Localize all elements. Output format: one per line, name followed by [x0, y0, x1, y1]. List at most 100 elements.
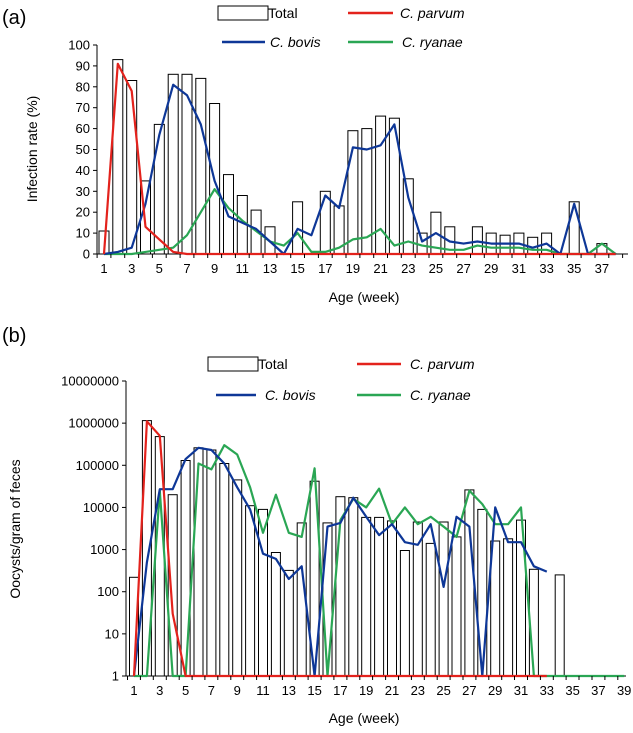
series-line-ryanae: [104, 188, 617, 256]
x-tick-label: 35: [565, 683, 579, 698]
bar-total-week-26: [451, 536, 462, 677]
legend-total-label: Total: [268, 5, 298, 21]
y-tick-label: 1000000: [68, 416, 119, 431]
bar-total-week-8: [195, 77, 207, 255]
x-tick-label: 29: [488, 683, 502, 698]
panel-b-chart: (b) Total C. parvum C. bovis C. ryanae O…: [2, 325, 631, 726]
x-tick-label: 25: [429, 261, 443, 276]
x-tick-label: 15: [290, 261, 304, 276]
bar-total-week-17: [319, 190, 331, 255]
panel-a-label: (a): [2, 7, 26, 29]
y-tick-label: 100: [68, 38, 90, 53]
x-tick-label: 19: [346, 261, 360, 276]
bar-total-week-10: [245, 505, 256, 677]
x-tick-label: 11: [256, 683, 270, 698]
x-tick-label: 3: [156, 683, 163, 698]
x-tick-label: 27: [456, 261, 470, 276]
x-tick-label: 31: [514, 683, 528, 698]
legend-total-swatch: [217, 5, 269, 21]
x-tick-label: 1: [100, 261, 107, 276]
panel-b-label: (b): [2, 325, 26, 347]
x-tick-label: 37: [591, 683, 605, 698]
bar-total-week-9: [232, 479, 243, 677]
x-tick-label: 17: [333, 683, 347, 698]
series-line-bovis: [132, 446, 548, 678]
bar-total-week-35: [568, 201, 580, 255]
panel-a-y-axis-label: Infection rate (%): [24, 96, 40, 203]
bar-total-week-25: [438, 521, 449, 677]
panel-a-x-axis-label: Age (week): [329, 289, 400, 305]
bar-total-week-18: [348, 497, 359, 677]
y-tick-label: 70: [76, 100, 90, 115]
x-tick-label: 21: [373, 261, 387, 276]
x-tick-label: 23: [411, 683, 425, 698]
bar-total-week-19: [361, 516, 372, 677]
bar-total-week-5: [153, 123, 165, 255]
x-tick-label: 3: [128, 261, 135, 276]
x-tick-label: 7: [183, 261, 190, 276]
bar-total-week-7: [206, 449, 217, 677]
bar-total-week-16: [322, 522, 333, 677]
x-tick-label: 7: [208, 683, 215, 698]
y-tick-label: 10000000: [61, 374, 119, 389]
legend-parvum-label: C. parvum: [400, 5, 465, 21]
bar-total-week-11: [258, 508, 268, 677]
bar-total-week-21: [387, 520, 397, 677]
x-tick-label: 23: [401, 261, 415, 276]
x-tick-label: 9: [234, 683, 241, 698]
panel-b-x-axis-label: Age (week): [329, 710, 400, 726]
series-line-parvum: [132, 420, 547, 678]
y-tick-label: 10: [105, 626, 119, 641]
panel-b-y-axis-label: Oocysts/gram of feces: [7, 459, 23, 598]
x-tick-label: 9: [211, 261, 218, 276]
x-tick-label: 21: [385, 683, 399, 698]
series-line-bovis: [103, 83, 616, 256]
bar-total-week-30: [503, 538, 514, 677]
y-tick-label: 100: [97, 584, 119, 599]
x-tick-label: 19: [359, 683, 373, 698]
x-tick-label: 27: [462, 683, 476, 698]
y-tick-label: 10000: [83, 500, 119, 515]
x-tick-label: 35: [567, 261, 581, 276]
legend-total-label: Total: [258, 356, 288, 372]
bar-total-week-5: [180, 460, 191, 677]
legend-bovis-label: C. bovis: [270, 34, 321, 50]
bar-total-week-24: [425, 542, 436, 677]
bar-total-week-13: [283, 569, 294, 677]
x-tick-label: 33: [539, 261, 553, 276]
x-tick-label: 1: [130, 683, 137, 698]
bar-total-week-2: [112, 59, 124, 255]
y-tick-label: 0: [83, 247, 90, 262]
y-tick-label: 50: [76, 142, 90, 157]
y-tick-label: 40: [76, 163, 90, 178]
x-tick-label: 17: [318, 261, 332, 276]
y-tick-label: 90: [76, 58, 90, 73]
bar-total-week-27: [464, 489, 475, 677]
y-tick-label: 10: [76, 226, 90, 241]
bar-total-week-22: [399, 550, 410, 677]
x-tick-label: 15: [307, 683, 321, 698]
legend-ryanae-label: C. ryanae: [402, 34, 463, 50]
x-tick-label: 13: [263, 261, 277, 276]
bar-total-week-3: [126, 80, 138, 255]
panel-a-chart: (a) Total C. parvum C. bovis C. ryanae I…: [2, 5, 628, 305]
x-tick-label: 5: [182, 683, 189, 698]
y-tick-label: 1: [112, 669, 119, 684]
y-tick-label: 80: [76, 79, 90, 94]
panel-a-legend: Total C. parvum C. bovis C. ryanae: [217, 5, 465, 50]
x-tick-label: 31: [512, 261, 526, 276]
y-tick-label: 30: [76, 184, 90, 199]
bar-total-week-6: [193, 447, 204, 677]
legend-total-swatch: [207, 356, 259, 372]
legend-parvum-label: C. parvum: [410, 356, 475, 372]
bar-total-week-20: [374, 516, 385, 677]
x-tick-label: 33: [540, 683, 554, 698]
x-tick-label: 11: [236, 261, 250, 276]
y-tick-label: 100000: [76, 458, 119, 473]
panel-b-legend: Total C. parvum C. bovis C. ryanae: [207, 356, 475, 403]
legend-bovis-label: C. bovis: [265, 387, 316, 403]
x-tick-label: 39: [617, 683, 631, 698]
x-tick-label: 25: [436, 683, 450, 698]
bar-total-week-12: [270, 552, 281, 677]
